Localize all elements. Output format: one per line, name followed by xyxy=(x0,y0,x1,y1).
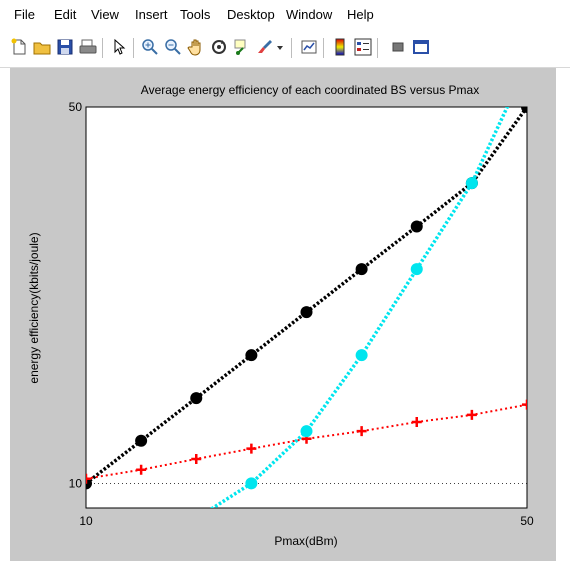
window-edge-right xyxy=(556,68,570,561)
zoom-out-icon[interactable] xyxy=(164,38,182,56)
zoom-in-icon[interactable] xyxy=(141,38,159,56)
save-icon[interactable] xyxy=(56,38,74,56)
window-edge-left xyxy=(0,68,10,561)
plot-svg: Average energy efficiency of each coordi… xyxy=(27,68,534,548)
menu-tools[interactable]: Tools xyxy=(180,7,211,22)
menu-desktop[interactable]: Desktop xyxy=(227,7,275,22)
legend-icon[interactable] xyxy=(354,38,372,56)
series-black-marker xyxy=(190,392,203,405)
y-tick-label: 10 xyxy=(69,476,83,490)
x-axis-label: Pmax(dBm) xyxy=(274,534,337,548)
series-cyan-marker xyxy=(465,177,478,190)
figure-toolbar xyxy=(0,30,570,68)
new-file-icon[interactable] xyxy=(10,38,28,56)
brush-dropdown-icon[interactable] xyxy=(276,38,284,56)
print-icon[interactable] xyxy=(79,38,97,56)
grid-lines xyxy=(85,106,528,508)
series-black-marker xyxy=(135,434,148,447)
link-plot-icon[interactable] xyxy=(300,38,318,56)
toolbar-separator xyxy=(133,38,134,58)
series-layer xyxy=(86,68,533,525)
series-cyan-marker xyxy=(190,513,202,525)
series-cyan-marker xyxy=(300,425,313,438)
axis-ticks: 10 50 10 50 xyxy=(69,100,534,528)
x-tick-label: 10 xyxy=(79,514,93,528)
menu-edit[interactable]: Edit xyxy=(54,7,77,22)
series-red-marker xyxy=(246,443,257,454)
series-red-marker xyxy=(136,464,147,475)
series-red-marker xyxy=(411,417,422,428)
toolbar-separator xyxy=(323,38,324,58)
hide-plot-tools-icon[interactable] xyxy=(389,38,407,56)
toolbar-separator xyxy=(102,38,103,58)
series-black-marker xyxy=(245,349,258,362)
series-red-group xyxy=(86,399,527,484)
menu-file[interactable]: File xyxy=(14,7,35,22)
toolbar-separator xyxy=(291,38,292,58)
series-black-marker xyxy=(410,220,423,233)
series-red-marker xyxy=(86,473,91,484)
menu-bar: File Edit View Insert Tools Desktop Wind… xyxy=(0,0,570,30)
brush-icon[interactable] xyxy=(256,38,274,56)
menu-help[interactable]: Help xyxy=(347,7,374,22)
toolbar-separator xyxy=(377,38,378,58)
series-red-marker xyxy=(356,426,367,437)
show-plot-tools-icon[interactable] xyxy=(412,38,430,56)
pointer-icon[interactable] xyxy=(110,38,128,56)
menu-window[interactable]: Window xyxy=(286,7,333,22)
y-tick-label: 50 xyxy=(69,100,83,114)
series-black-marker xyxy=(86,477,92,490)
series-red-marker xyxy=(191,453,202,464)
series-cyan-marker xyxy=(245,477,258,490)
menu-view[interactable]: View xyxy=(91,7,119,22)
x-tick-label: 50 xyxy=(520,514,534,528)
series-red-marker xyxy=(466,409,477,420)
series-black-marker xyxy=(521,107,527,113)
series-red-marker xyxy=(522,399,527,410)
series-black-marker xyxy=(300,306,313,319)
series-cyan-marker xyxy=(521,68,533,70)
rotate-3d-icon[interactable] xyxy=(210,38,228,56)
figure-canvas: Average energy efficiency of each coordi… xyxy=(10,68,556,561)
series-cyan-group xyxy=(190,68,533,525)
data-cursor-icon[interactable] xyxy=(233,38,251,56)
y-axis-label: energy efficiency(kbits/joule) xyxy=(27,232,41,383)
pan-hand-icon[interactable] xyxy=(187,38,205,56)
series-cyan-marker xyxy=(410,263,423,276)
colorbar-icon[interactable] xyxy=(331,38,349,56)
chart-title: Average energy efficiency of each coordi… xyxy=(141,83,479,97)
series-cyan-marker xyxy=(355,349,368,362)
menu-insert[interactable]: Insert xyxy=(135,7,168,22)
open-folder-icon[interactable] xyxy=(33,38,51,56)
series-black-marker xyxy=(355,263,368,276)
